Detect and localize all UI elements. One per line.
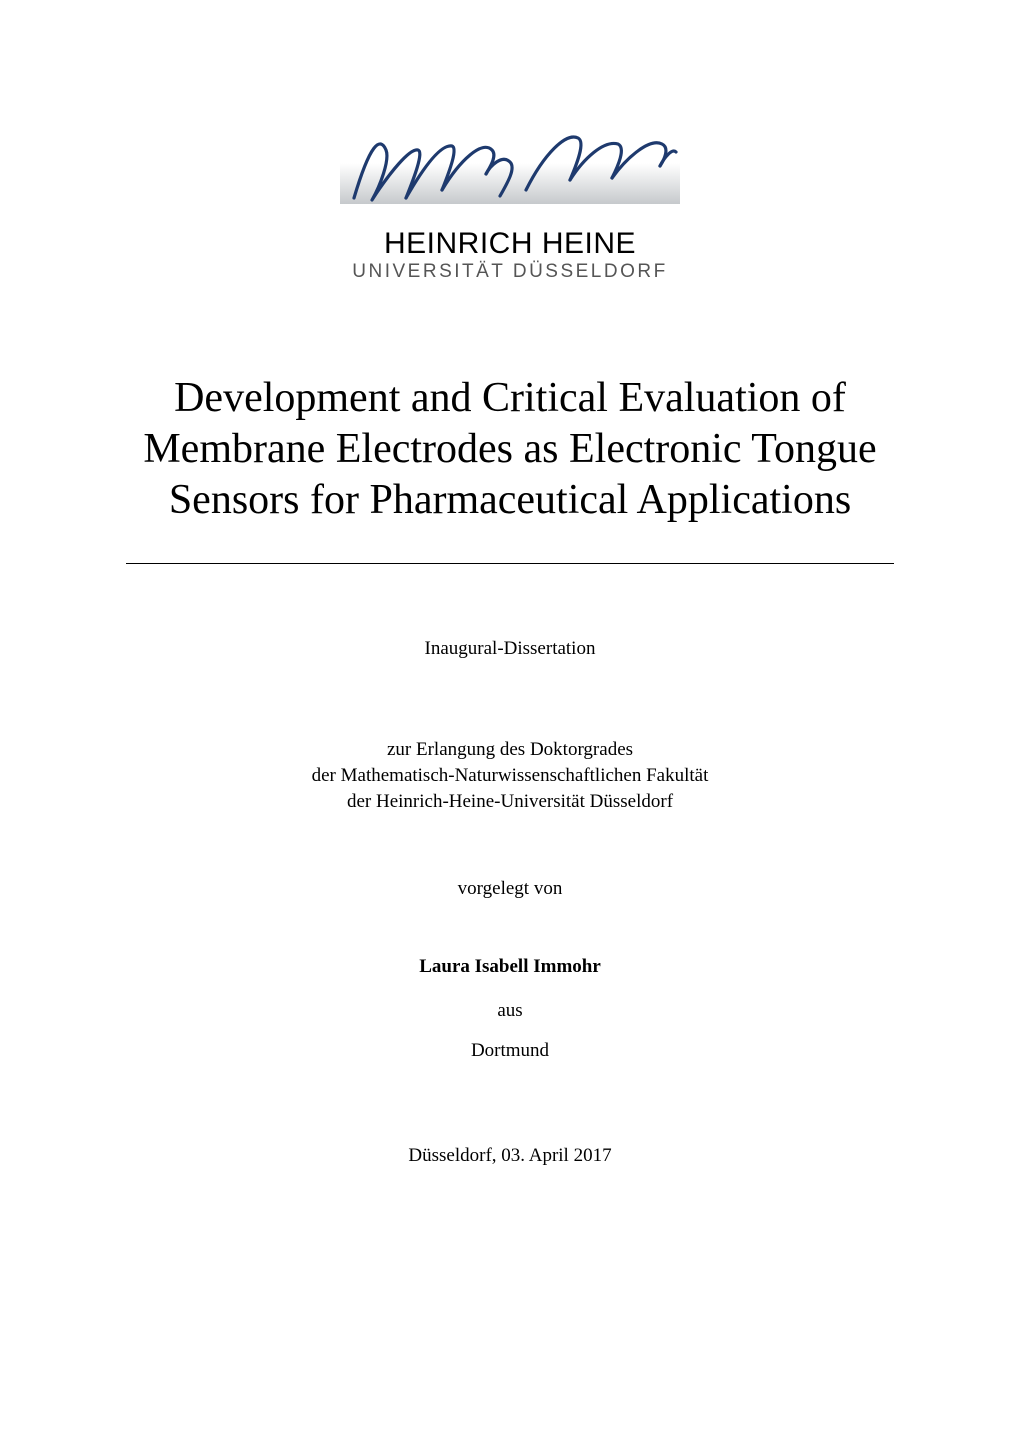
- university-logo: HEINRICH HEINE UNIVERSITÄT DÜSSELDORF: [120, 130, 900, 283]
- signature-svg: [340, 126, 680, 218]
- conferral-line3: der Heinrich-Heine-Universität Düsseldor…: [120, 789, 900, 815]
- dissertation-title-page: HEINRICH HEINE UNIVERSITÄT DÜSSELDORF De…: [0, 0, 1020, 1442]
- author-hometown: Dortmund: [120, 1038, 900, 1064]
- title-rule: [126, 563, 894, 564]
- from-label: aus: [120, 998, 900, 1024]
- heine-signature: [340, 130, 680, 218]
- author-name: Laura Isabell Immohr: [120, 956, 900, 978]
- document-type: Inaugural-Dissertation: [120, 636, 900, 662]
- logo-line2: UNIVERSITÄT DÜSSELDORF: [120, 261, 900, 283]
- title-rule-wrap: [120, 563, 900, 564]
- dissertation-title: Development and Critical Evaluation of M…: [125, 373, 895, 527]
- logo-line1: HEINRICH HEINE: [120, 227, 900, 261]
- conferral-line1: zur Erlangung des Doktorgrades: [120, 737, 900, 763]
- presented-by-label: vorgelegt von: [120, 876, 900, 902]
- place-and-date: Düsseldorf, 03. April 2017: [120, 1143, 900, 1169]
- conferral-block: zur Erlangung des Doktorgrades der Mathe…: [120, 737, 900, 814]
- conferral-line2: der Mathematisch-Naturwissenschaftlichen…: [120, 763, 900, 789]
